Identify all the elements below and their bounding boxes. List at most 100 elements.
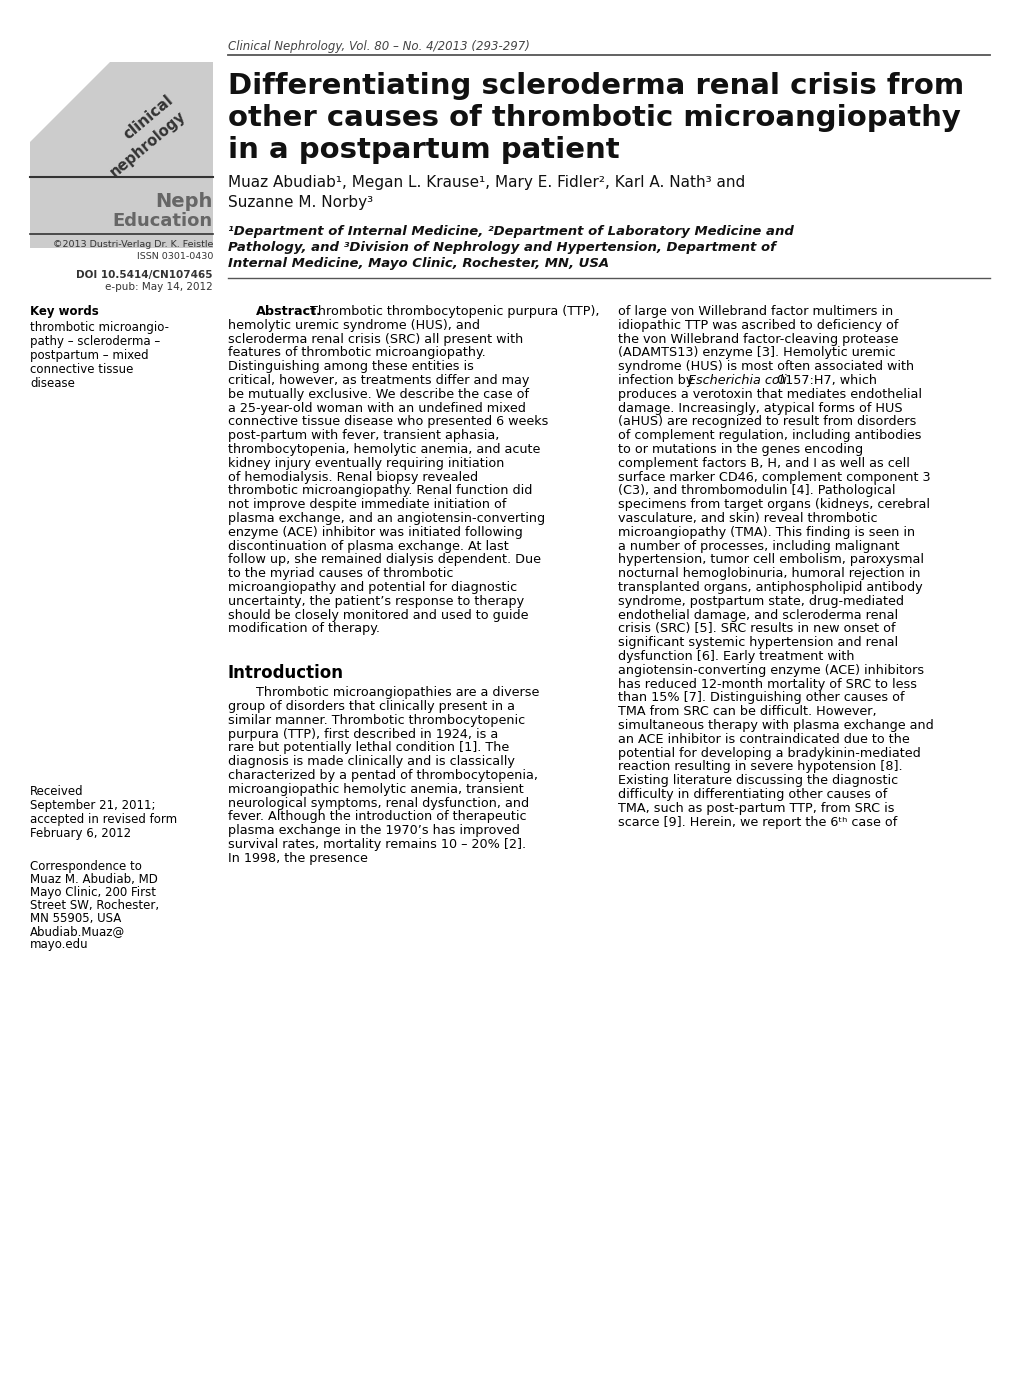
- Text: (C3), and thrombomodulin [4]. Pathological: (C3), and thrombomodulin [4]. Pathologic…: [618, 484, 895, 497]
- Text: fever. Although the introduction of therapeutic: fever. Although the introduction of ther…: [228, 811, 526, 823]
- Text: an ACE inhibitor is contraindicated due to the: an ACE inhibitor is contraindicated due …: [618, 732, 909, 746]
- Text: TMA from SRC can be difficult. However,: TMA from SRC can be difficult. However,: [618, 706, 875, 718]
- Text: Distinguishing among these entities is: Distinguishing among these entities is: [228, 360, 474, 374]
- Text: than 15% [7]. Distinguishing other causes of: than 15% [7]. Distinguishing other cause…: [618, 692, 904, 704]
- Text: diagnosis is made clinically and is classically: diagnosis is made clinically and is clas…: [228, 756, 515, 768]
- Text: Introduction: Introduction: [228, 664, 343, 682]
- Text: September 21, 2011;: September 21, 2011;: [30, 799, 155, 812]
- Text: In 1998, the presence: In 1998, the presence: [228, 851, 368, 865]
- Text: Received: Received: [30, 785, 84, 799]
- Polygon shape: [30, 62, 213, 248]
- Text: complement factors B, H, and I as well as cell: complement factors B, H, and I as well a…: [618, 457, 909, 469]
- Text: vasculature, and skin) reveal thrombotic: vasculature, and skin) reveal thrombotic: [618, 512, 876, 525]
- Text: TMA, such as post-partum TTP, from SRC is: TMA, such as post-partum TTP, from SRC i…: [618, 801, 894, 815]
- Text: kidney injury eventually requiring initiation: kidney injury eventually requiring initi…: [228, 457, 503, 469]
- Text: plasma exchange in the 1970’s has improved: plasma exchange in the 1970’s has improv…: [228, 825, 520, 837]
- Text: DOI 10.5414/CN107465: DOI 10.5414/CN107465: [76, 270, 213, 280]
- Text: discontinuation of plasma exchange. At last: discontinuation of plasma exchange. At l…: [228, 540, 508, 552]
- Text: Muaz Abudiab¹, Megan L. Krause¹, Mary E. Fidler², Karl A. Nath³ and: Muaz Abudiab¹, Megan L. Krause¹, Mary E.…: [228, 174, 745, 190]
- Text: features of thrombotic microangiopathy.: features of thrombotic microangiopathy.: [228, 346, 485, 360]
- Text: potential for developing a bradykinin-mediated: potential for developing a bradykinin-me…: [618, 746, 920, 760]
- Text: of complement regulation, including antibodies: of complement regulation, including anti…: [618, 429, 920, 443]
- Text: purpura (TTP), first described in 1924, is a: purpura (TTP), first described in 1924, …: [228, 728, 497, 740]
- Text: Existing literature discussing the diagnostic: Existing literature discussing the diagn…: [618, 774, 898, 787]
- Text: in a postpartum patient: in a postpartum patient: [228, 136, 619, 163]
- Text: should be closely monitored and used to guide: should be closely monitored and used to …: [228, 609, 528, 621]
- Text: angiotensin-converting enzyme (ACE) inhibitors: angiotensin-converting enzyme (ACE) inhi…: [618, 664, 923, 677]
- Text: postpartum – mixed: postpartum – mixed: [30, 349, 149, 363]
- Text: group of disorders that clinically present in a: group of disorders that clinically prese…: [228, 700, 515, 713]
- Text: modification of therapy.: modification of therapy.: [228, 623, 380, 635]
- Text: critical, however, as treatments differ and may: critical, however, as treatments differ …: [228, 374, 529, 388]
- Text: hemolytic uremic syndrome (HUS), and: hemolytic uremic syndrome (HUS), and: [228, 318, 480, 332]
- Text: microangiopathic hemolytic anemia, transient: microangiopathic hemolytic anemia, trans…: [228, 783, 523, 796]
- Text: connective tissue disease who presented 6 weeks: connective tissue disease who presented …: [228, 415, 548, 429]
- Text: simultaneous therapy with plasma exchange and: simultaneous therapy with plasma exchang…: [618, 720, 932, 732]
- Text: ISSN 0301-0430: ISSN 0301-0430: [137, 252, 213, 262]
- Text: similar manner. Thrombotic thrombocytopenic: similar manner. Thrombotic thrombocytope…: [228, 714, 525, 727]
- Text: reaction resulting in severe hypotension [8].: reaction resulting in severe hypotension…: [618, 760, 902, 774]
- Text: accepted in revised form: accepted in revised form: [30, 812, 177, 826]
- Text: be mutually exclusive. We describe the case of: be mutually exclusive. We describe the c…: [228, 388, 529, 401]
- Text: February 6, 2012: February 6, 2012: [30, 828, 131, 840]
- Text: Street SW, Rochester,: Street SW, Rochester,: [30, 900, 159, 912]
- Text: crisis (SRC) [5]. SRC results in new onset of: crisis (SRC) [5]. SRC results in new ons…: [618, 623, 895, 635]
- Text: scarce [9]. Herein, we report the 6ᵗʰ case of: scarce [9]. Herein, we report the 6ᵗʰ ca…: [618, 815, 897, 829]
- Text: (ADAMTS13) enzyme [3]. Hemolytic uremic: (ADAMTS13) enzyme [3]. Hemolytic uremic: [618, 346, 895, 360]
- Text: plasma exchange, and an angiotensin-converting: plasma exchange, and an angiotensin-conv…: [228, 512, 544, 525]
- Text: Internal Medicine, Mayo Clinic, Rochester, MN, USA: Internal Medicine, Mayo Clinic, Rocheste…: [228, 257, 608, 270]
- Text: uncertainty, the patient’s response to therapy: uncertainty, the patient’s response to t…: [228, 595, 524, 608]
- Text: Thrombotic microangiopathies are a diverse: Thrombotic microangiopathies are a diver…: [256, 686, 539, 699]
- Text: clinical: clinical: [120, 93, 175, 143]
- Text: neurological symptoms, renal dysfunction, and: neurological symptoms, renal dysfunction…: [228, 797, 529, 810]
- Text: not improve despite immediate initiation of: not improve despite immediate initiation…: [228, 498, 505, 511]
- Text: thrombotic microangiopathy. Renal function did: thrombotic microangiopathy. Renal functi…: [228, 484, 532, 497]
- Text: (aHUS) are recognized to result from disorders: (aHUS) are recognized to result from dis…: [618, 415, 915, 429]
- Text: dysfunction [6]. Early treatment with: dysfunction [6]. Early treatment with: [618, 650, 854, 663]
- Text: other causes of thrombotic microangiopathy: other causes of thrombotic microangiopat…: [228, 104, 960, 131]
- Text: a number of processes, including malignant: a number of processes, including maligna…: [618, 540, 899, 552]
- Text: nocturnal hemoglobinuria, humoral rejection in: nocturnal hemoglobinuria, humoral reject…: [618, 567, 919, 580]
- Text: thrombotic microangio-: thrombotic microangio-: [30, 321, 169, 334]
- Text: microangiopathy and potential for diagnostic: microangiopathy and potential for diagno…: [228, 581, 517, 594]
- Text: significant systemic hypertension and renal: significant systemic hypertension and re…: [618, 637, 898, 649]
- Text: specimens from target organs (kidneys, cerebral: specimens from target organs (kidneys, c…: [618, 498, 929, 511]
- Text: syndrome (HUS) is most often associated with: syndrome (HUS) is most often associated …: [618, 360, 913, 374]
- Text: transplanted organs, antiphospholipid antibody: transplanted organs, antiphospholipid an…: [618, 581, 922, 594]
- Text: post-partum with fever, transient aphasia,: post-partum with fever, transient aphasi…: [228, 429, 499, 443]
- Text: syndrome, postpartum state, drug-mediated: syndrome, postpartum state, drug-mediate…: [618, 595, 903, 608]
- Text: MN 55905, USA: MN 55905, USA: [30, 912, 121, 925]
- Text: mayo.edu: mayo.edu: [30, 938, 89, 951]
- Text: of large von Willebrand factor multimers in: of large von Willebrand factor multimers…: [618, 304, 893, 318]
- Text: surface marker CD46, complement component 3: surface marker CD46, complement componen…: [618, 471, 929, 483]
- Text: endothelial damage, and scleroderma renal: endothelial damage, and scleroderma rena…: [618, 609, 898, 621]
- Text: to or mutations in the genes encoding: to or mutations in the genes encoding: [618, 443, 862, 455]
- Text: connective tissue: connective tissue: [30, 363, 133, 376]
- Text: scleroderma renal crisis (SRC) all present with: scleroderma renal crisis (SRC) all prese…: [228, 332, 523, 346]
- Text: characterized by a pentad of thrombocytopenia,: characterized by a pentad of thrombocyto…: [228, 770, 537, 782]
- Text: ©2013 Dustri-Verlag Dr. K. Feistle: ©2013 Dustri-Verlag Dr. K. Feistle: [53, 239, 213, 249]
- Text: Differentiating scleroderma renal crisis from: Differentiating scleroderma renal crisis…: [228, 72, 963, 100]
- Text: damage. Increasingly, atypical forms of HUS: damage. Increasingly, atypical forms of …: [618, 401, 902, 415]
- Text: follow up, she remained dialysis dependent. Due: follow up, she remained dialysis depende…: [228, 554, 540, 566]
- Text: Muaz M. Abudiab, MD: Muaz M. Abudiab, MD: [30, 873, 158, 886]
- Text: rare but potentially lethal condition [1]. The: rare but potentially lethal condition [1…: [228, 742, 508, 754]
- Text: Suzanne M. Norby³: Suzanne M. Norby³: [228, 195, 373, 210]
- Text: the von Willebrand factor-cleaving protease: the von Willebrand factor-cleaving prote…: [618, 332, 898, 346]
- Text: Clinical Nephrology, Vol. 80 – No. 4/2013 (293-297): Clinical Nephrology, Vol. 80 – No. 4/201…: [228, 40, 529, 53]
- Text: 0157:H7, which: 0157:H7, which: [772, 374, 876, 388]
- Text: difficulty in differentiating other causes of: difficulty in differentiating other caus…: [618, 787, 887, 801]
- Text: Thrombotic thrombocytopenic purpura (TTP),: Thrombotic thrombocytopenic purpura (TTP…: [310, 304, 599, 318]
- Text: microangiopathy (TMA). This finding is seen in: microangiopathy (TMA). This finding is s…: [618, 526, 914, 538]
- Text: ¹Department of Internal Medicine, ²Department of Laboratory Medicine and: ¹Department of Internal Medicine, ²Depar…: [228, 226, 793, 238]
- Text: thrombocytopenia, hemolytic anemia, and acute: thrombocytopenia, hemolytic anemia, and …: [228, 443, 540, 455]
- Text: survival rates, mortality remains 10 – 20% [2].: survival rates, mortality remains 10 – 2…: [228, 837, 526, 851]
- Text: e-pub: May 14, 2012: e-pub: May 14, 2012: [105, 282, 213, 292]
- Text: produces a verotoxin that mediates endothelial: produces a verotoxin that mediates endot…: [618, 388, 921, 401]
- Text: Abudiab.Muaz@: Abudiab.Muaz@: [30, 925, 125, 938]
- Text: a 25-year-old woman with an undefined mixed: a 25-year-old woman with an undefined mi…: [228, 401, 526, 415]
- Text: has reduced 12-month mortality of SRC to less: has reduced 12-month mortality of SRC to…: [618, 678, 916, 691]
- Text: Escherichia coli: Escherichia coli: [687, 374, 786, 388]
- Text: Mayo Clinic, 200 First: Mayo Clinic, 200 First: [30, 886, 156, 900]
- Text: to the myriad causes of thrombotic: to the myriad causes of thrombotic: [228, 567, 452, 580]
